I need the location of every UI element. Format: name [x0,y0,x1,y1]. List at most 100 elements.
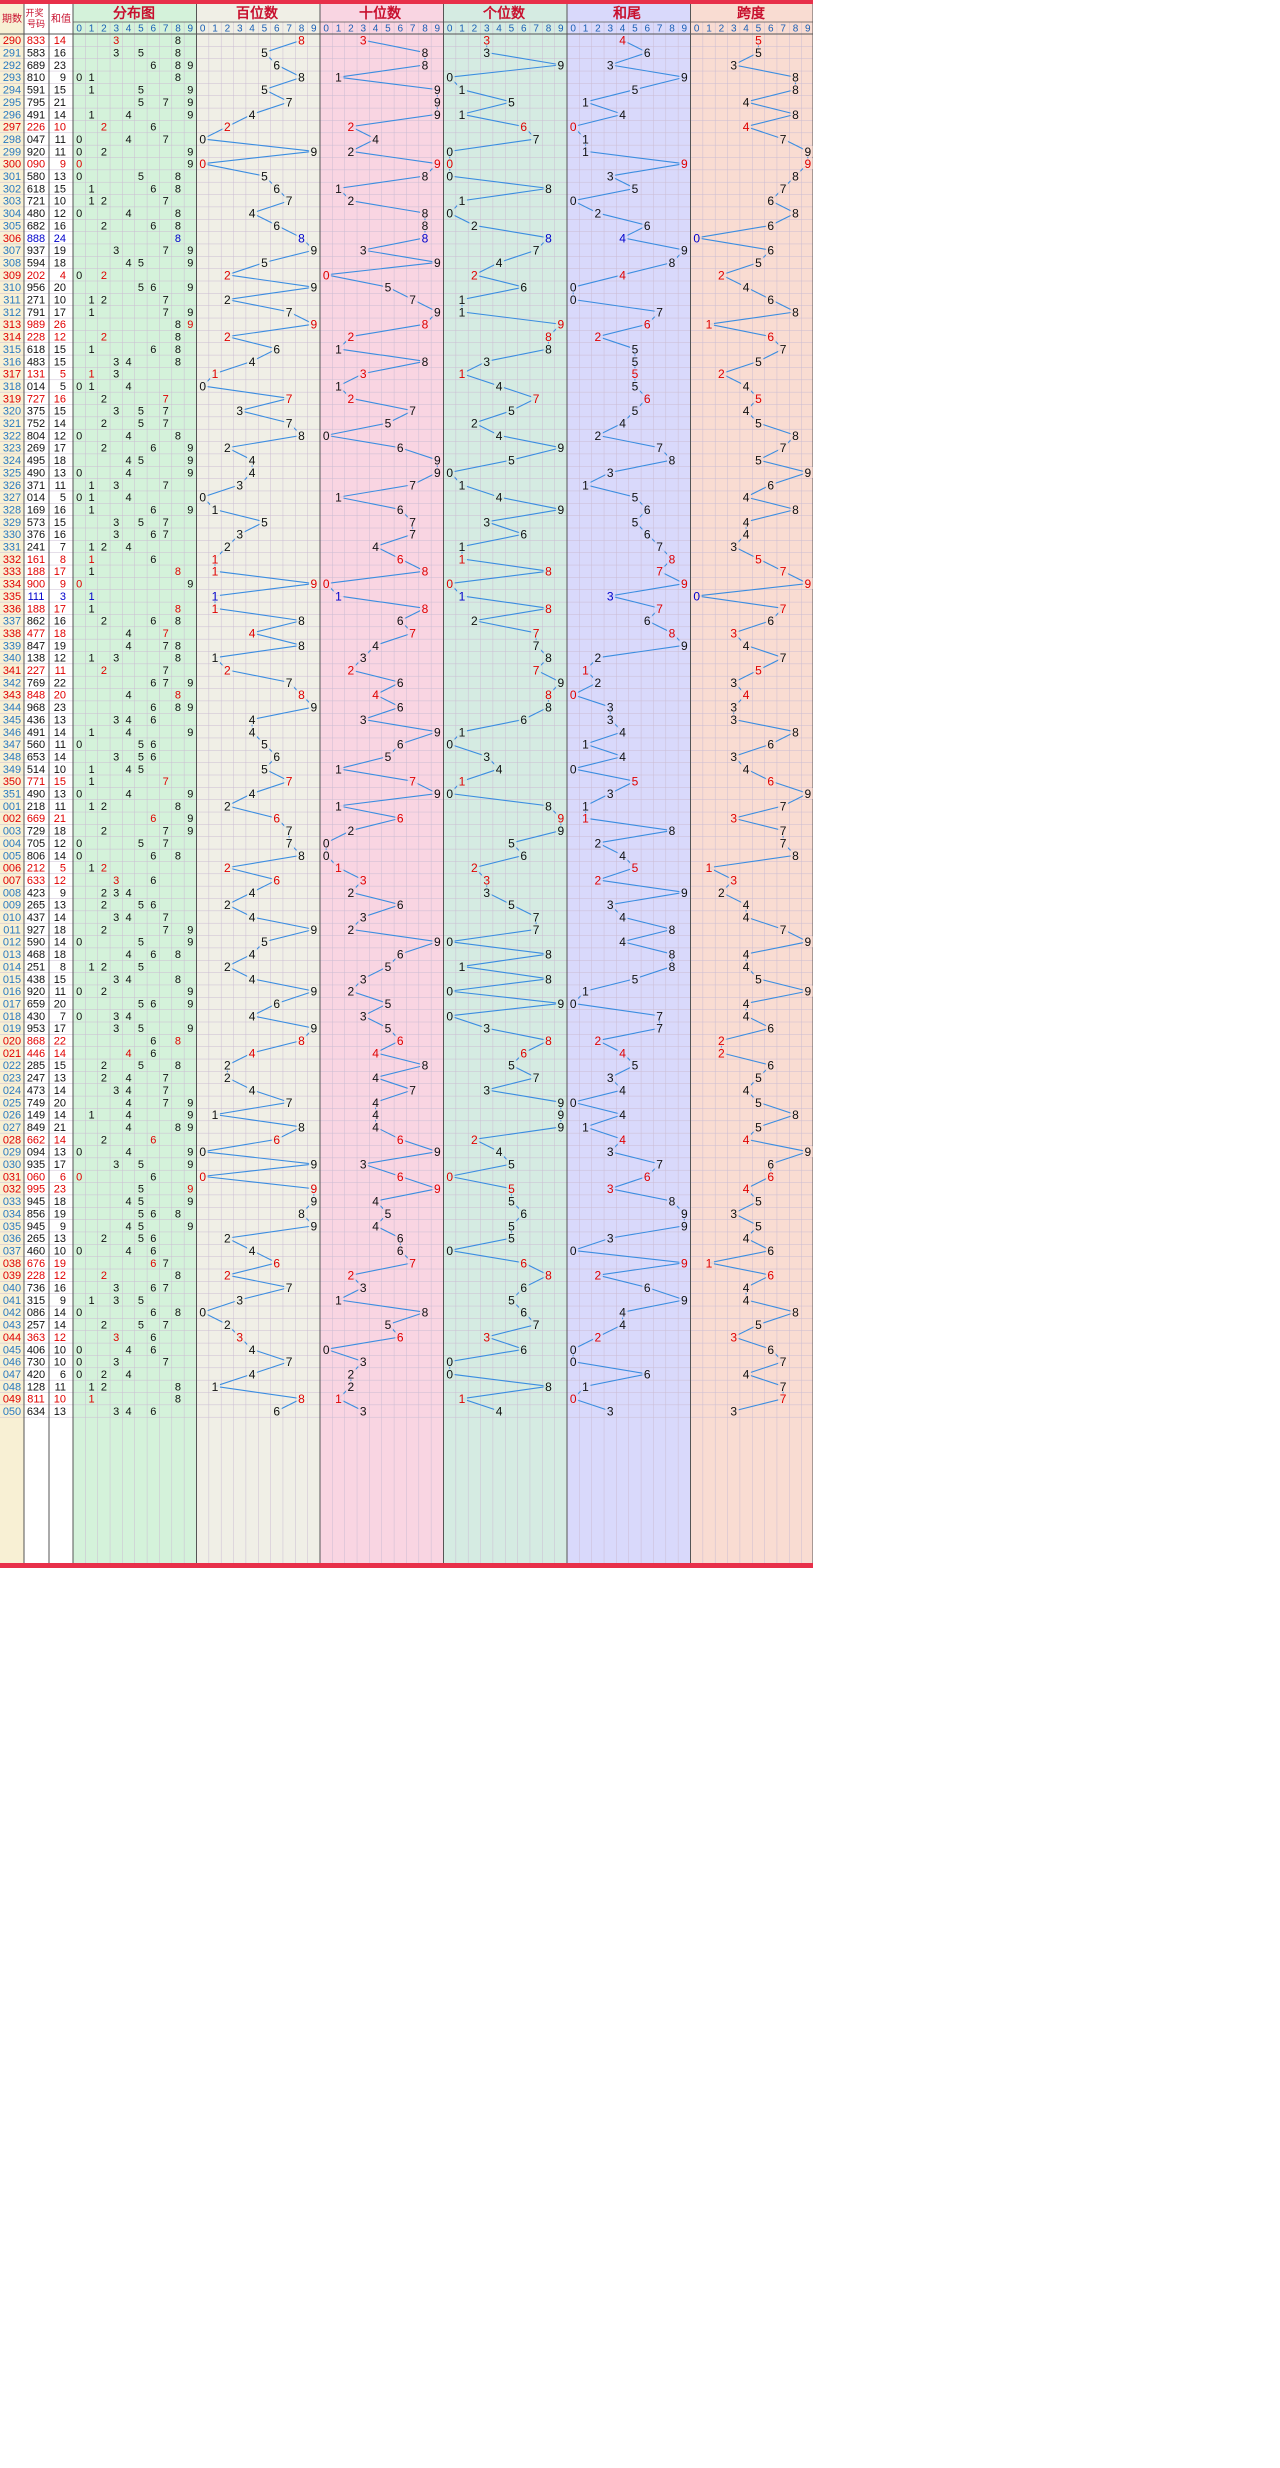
trend-number: 1 [706,861,713,875]
trend-number: 2 [348,923,355,937]
distribution-mark: 2 [101,122,107,134]
trend-number: 3 [730,1405,737,1419]
number-backdrop [741,997,752,1009]
trend-number: 8 [298,1120,305,1134]
trend-number: 4 [249,1367,256,1381]
number-backdrop [222,541,233,553]
number-backdrop [444,1010,455,1022]
draw-number-cell: 473 [27,1085,45,1097]
trend-number: 5 [755,454,762,468]
number-backdrop [778,565,789,577]
trend-number: 9 [804,157,811,171]
digit-tick-label: 1 [212,24,218,35]
number-backdrop [642,1282,653,1294]
number-backdrop [308,1158,319,1170]
trend-number: 2 [718,886,725,900]
number-backdrop [296,71,307,83]
draw-number-cell: 849 [27,1122,45,1134]
trend-number: 8 [792,207,799,221]
period-cell: 307 [3,245,21,257]
sum-cell: 4 [60,270,66,282]
trend-number: 2 [348,194,355,208]
number-backdrop [666,960,677,972]
distribution-mark: 6 [150,443,156,455]
distribution-mark: 8 [175,1307,181,1319]
trend-number: 8 [298,688,305,702]
period-cell: 310 [3,282,21,294]
distribution-mark: 6 [150,529,156,541]
trend-number: 3 [730,873,737,887]
digit-tick-label: 1 [583,24,589,35]
number-backdrop [345,1368,356,1380]
distribution-mark: 2 [101,887,107,899]
number-backdrop [469,269,480,281]
draw-number-cell: 729 [27,826,45,838]
number-backdrop [568,195,579,207]
number-backdrop [407,479,418,491]
trend-number: 7 [286,836,293,850]
digit-tick-label: 7 [410,24,416,35]
number-backdrop [741,1368,752,1380]
distribution-mark: 5 [138,764,144,776]
sum-cell: 12 [54,208,66,220]
number-backdrop [494,380,505,392]
number-backdrop [395,701,406,713]
trend-number: 4 [619,911,626,925]
period-cell: 309 [3,270,21,282]
distribution-mark: 3 [113,1023,119,1035]
number-backdrop [506,1220,517,1232]
period-cell: 330 [3,529,21,541]
trend-number: 5 [755,355,762,369]
number-backdrop [605,170,616,182]
number-backdrop [642,47,653,59]
trend-number: 5 [755,392,762,406]
trend-number: 5 [508,1232,515,1246]
distribution-mark: 4 [126,1048,132,1060]
number-backdrop [407,627,418,639]
number-backdrop [210,1380,221,1392]
trend-number: 4 [619,231,626,245]
period-cell: 043 [3,1320,21,1332]
distribution-mark: 4 [126,727,132,739]
number-backdrop [308,578,319,590]
trend-number: 1 [212,552,219,566]
draw-number-cell: 315 [27,1295,45,1307]
number-backdrop [395,1331,406,1343]
distribution-mark: 4 [126,887,132,899]
number-backdrop [679,578,690,590]
sum-cell: 12 [54,1270,66,1282]
trend-number: 9 [804,787,811,801]
trend-number: 4 [372,132,379,146]
period-cell: 308 [3,257,21,269]
number-backdrop [457,306,468,318]
number-backdrop [457,775,468,787]
trend-number: 2 [224,441,231,455]
draw-number-cell: 580 [27,171,45,183]
distribution-mark: 2 [101,542,107,554]
distribution-mark: 8 [175,356,181,368]
trend-number: 5 [385,1207,392,1221]
number-backdrop [284,392,295,404]
period-cell: 032 [3,1184,21,1196]
distribution-mark: 1 [88,566,94,578]
number-backdrop [395,553,406,565]
draw-number-cell: 514 [27,764,45,776]
trend-number: 8 [669,626,676,640]
number-backdrop [555,442,566,454]
period-cell: 349 [3,764,21,776]
trend-number: 6 [644,1281,651,1295]
trend-number: 0 [446,157,453,171]
digit-tick-label: 0 [323,24,329,35]
trend-number: 1 [335,71,342,85]
trend-number: 3 [730,713,737,727]
number-backdrop [382,1022,393,1034]
number-backdrop [741,1084,752,1096]
period-cell: 314 [3,332,21,344]
digit-tick-label: 7 [533,24,539,35]
trend-number: 3 [607,898,614,912]
sum-cell: 23 [54,702,66,714]
trend-number: 9 [804,145,811,159]
draw-number-cell: 047 [27,134,45,146]
period-cell: 313 [3,319,21,331]
trend-number: 6 [520,1046,527,1060]
